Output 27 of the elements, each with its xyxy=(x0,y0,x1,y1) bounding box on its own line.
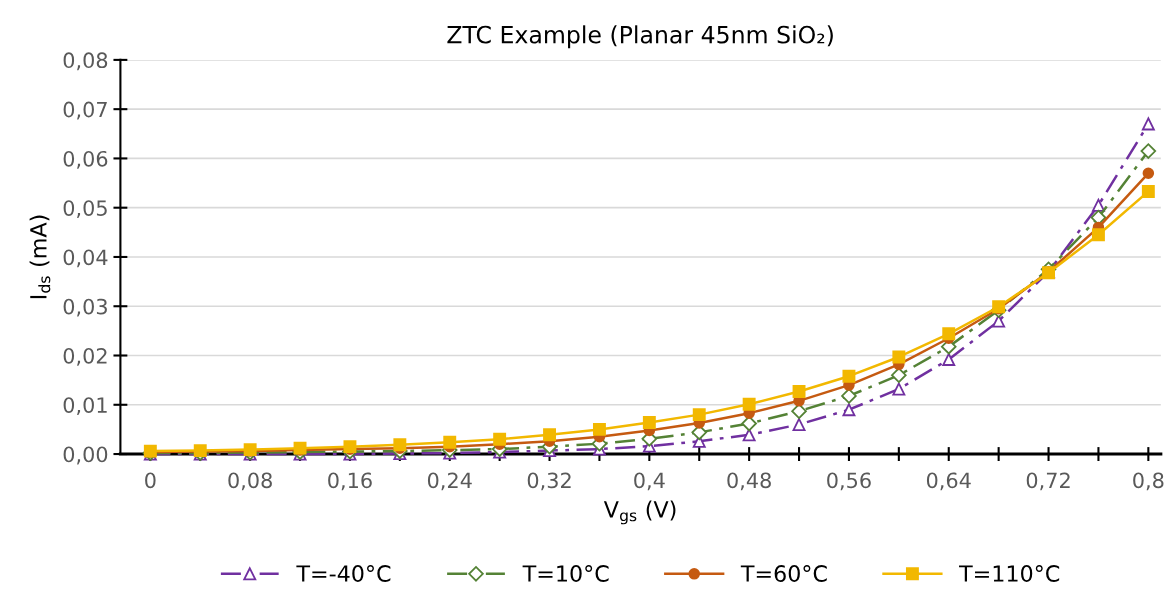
x-tick-label: 0,08 xyxy=(228,472,272,491)
chart-title: ZTC Example (Planar 45nm SiO₂) xyxy=(447,25,833,49)
legend-label: T=110°C xyxy=(959,565,1060,582)
y-tick-label: 0,01 xyxy=(63,397,107,416)
y-tick-label: 0,00 xyxy=(63,446,108,465)
x-tick-label: 0,8 xyxy=(1133,472,1164,491)
y-tick-label: 0,03 xyxy=(63,298,107,317)
x-tick-label: 0 xyxy=(145,472,156,489)
y-tick-label: 0,04 xyxy=(63,249,108,268)
x-tick-label: 0,32 xyxy=(527,472,571,491)
x-axis-title: V$_{gs}$ (V) xyxy=(603,500,676,525)
x-tick-label: 0,24 xyxy=(427,472,472,491)
y-tick-label: 0,08 xyxy=(63,52,108,71)
y-tick-label: 0,06 xyxy=(63,150,108,169)
x-tick-label: 0,48 xyxy=(727,472,771,491)
y-tick-label: 0,02 xyxy=(63,347,107,366)
x-tick-label: 0,72 xyxy=(1026,472,1070,491)
y-tick-label: 0,07 xyxy=(63,101,107,120)
y-axis-title: I$_{ds}$ (mA) xyxy=(29,215,51,299)
x-tick-label: 0,64 xyxy=(926,472,971,491)
x-tick-label: 0,56 xyxy=(827,472,871,491)
x-tick-label: 0,4 xyxy=(634,472,665,491)
legend-label: T=10°C xyxy=(522,565,609,582)
y-tick-label: 0,05 xyxy=(63,200,107,219)
x-tick-label: 0,16 xyxy=(328,472,372,491)
legend-label: T=-40°C xyxy=(296,565,391,582)
legend-label: T=60°C xyxy=(740,565,827,582)
